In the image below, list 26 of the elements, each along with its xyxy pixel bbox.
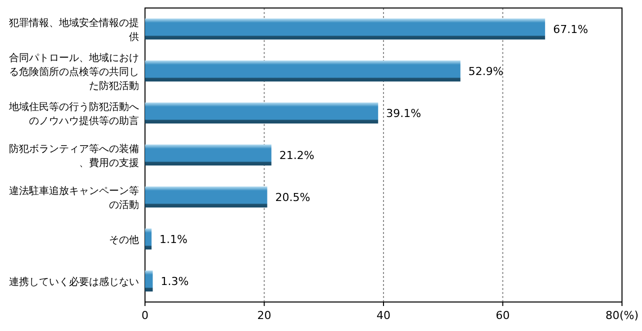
x-tick-label: 20 — [257, 309, 272, 322]
y-tick-label: 犯罪情報、地域安全情報の提供 — [9, 17, 139, 43]
bar — [145, 228, 152, 250]
data-label: 52.9% — [468, 65, 504, 78]
bar — [145, 270, 153, 292]
bar — [145, 144, 272, 166]
y-tick-label: 防犯ボランティア等への装備、費用の支援 — [9, 143, 139, 169]
y-tick-label: その他 — [109, 234, 139, 246]
x-tick-label: 0 — [142, 309, 148, 322]
x-tick-label: 80(%) — [605, 309, 639, 322]
data-label: 67.1% — [553, 23, 588, 36]
y-tick-label: 違法駐車追放キャンペーン等の活動 — [9, 185, 139, 211]
y-tick-label: 連携していく必要は感じない — [9, 276, 139, 288]
data-label: 1.1% — [160, 233, 188, 246]
data-label: 20.5% — [275, 191, 310, 204]
data-label: 1.3% — [160, 275, 189, 288]
y-tick-label: 地域住民等の行う防犯活動へのノウハウ提供等の助言 — [8, 101, 139, 127]
bar — [145, 18, 546, 40]
data-label: 39.1% — [386, 107, 422, 120]
y-tick-label: 合同パトロール、地域における危険箇所の点検等の共同した防犯活動 — [9, 52, 139, 92]
x-tick-label: 60 — [496, 309, 510, 322]
bar — [145, 60, 460, 82]
x-tick-label: 40 — [376, 309, 390, 322]
bar — [145, 186, 268, 208]
bar — [145, 102, 378, 124]
data-label: 21.2% — [279, 149, 314, 162]
